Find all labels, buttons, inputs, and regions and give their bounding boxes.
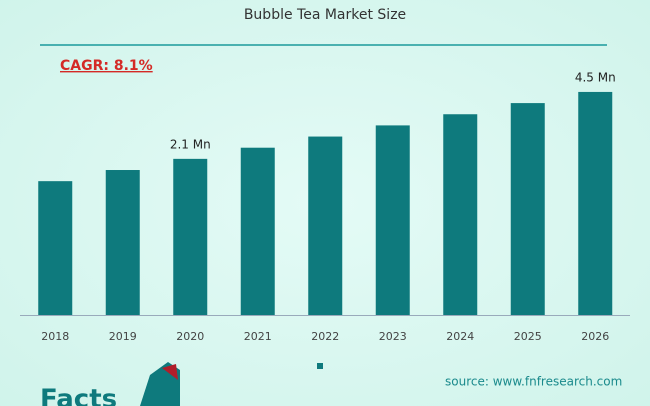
bar [105, 170, 140, 315]
value-label: 4.5 Mn [575, 70, 616, 84]
bar [240, 147, 275, 315]
bar [443, 114, 478, 315]
bar [38, 181, 73, 315]
x-tick-label: 2024 [446, 330, 474, 343]
chart-title: Bubble Tea Market Size [244, 7, 406, 23]
logo: Facts [40, 362, 180, 406]
bar [173, 158, 208, 315]
x-tick-label: 2026 [581, 330, 609, 343]
x-tick-label: 2018 [41, 330, 69, 343]
logo-accent [162, 364, 178, 380]
bar [510, 103, 545, 315]
value-label: 2.1 Mn [170, 137, 211, 151]
cagr-annotation: CAGR: 8.1% [60, 58, 153, 74]
x-tick-label: 2025 [514, 330, 542, 343]
x-tick-label: 2020 [176, 330, 204, 343]
source-note: source: www.fnfresearch.com [445, 375, 622, 389]
x-tick-label: 2021 [244, 330, 272, 343]
x-tick-label: 2023 [379, 330, 407, 343]
logo-text: Facts [40, 385, 117, 406]
x-tick-label: 2019 [109, 330, 137, 343]
bar [375, 125, 410, 316]
bar [308, 136, 343, 315]
bar [578, 91, 613, 315]
legend-swatch [317, 363, 323, 369]
x-tick-label: 2022 [311, 330, 339, 343]
